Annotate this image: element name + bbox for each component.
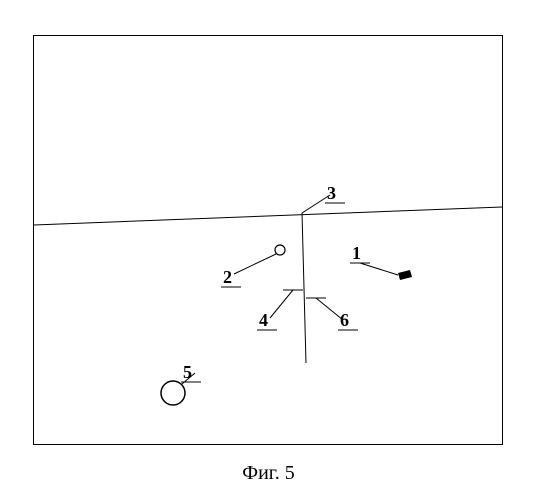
diagram-svg — [0, 0, 537, 500]
leader-4 — [270, 290, 293, 318]
large-circle — [161, 381, 185, 405]
horizon-line — [34, 207, 502, 225]
small-circle — [275, 245, 285, 255]
leader-3 — [302, 195, 330, 213]
leader-1 — [360, 263, 398, 275]
black-marker — [398, 270, 412, 280]
leader-6 — [316, 298, 343, 320]
label-2: 2 — [223, 267, 232, 288]
label-1: 1 — [352, 243, 361, 264]
label-3: 3 — [327, 183, 336, 204]
leader-2 — [234, 254, 276, 274]
figure-caption: Фиг. 5 — [242, 462, 294, 485]
label-4: 4 — [259, 310, 268, 331]
label-6: 6 — [340, 310, 349, 331]
label-5: 5 — [183, 362, 192, 383]
vertical-line — [302, 213, 306, 363]
